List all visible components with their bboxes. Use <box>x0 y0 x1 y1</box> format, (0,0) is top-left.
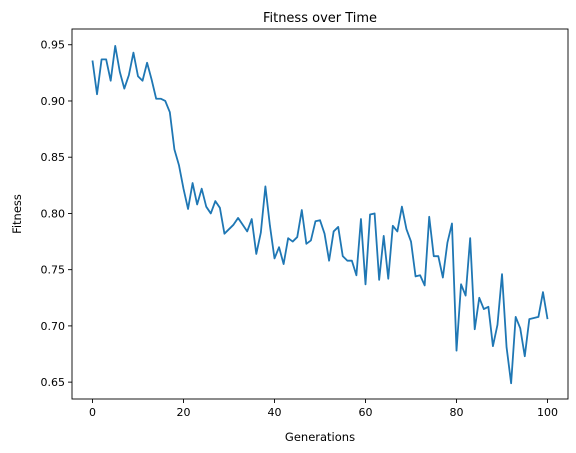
series-line <box>91 44 549 385</box>
x-tick-label: 40 <box>267 406 281 419</box>
x-tick-label: 100 <box>537 406 558 419</box>
y-tick-label: 0.70 <box>41 320 66 333</box>
x-axis-label: Generations <box>285 430 355 444</box>
x-tick-label: 80 <box>450 406 464 419</box>
y-axis-label: Fitness <box>10 194 24 234</box>
y-tick-label: 0.95 <box>41 39 66 52</box>
y-tick-label: 0.80 <box>41 207 66 220</box>
y-tick-label: 0.75 <box>41 264 66 277</box>
x-tick-label: 0 <box>89 406 96 419</box>
chart-title: Fitness over Time <box>263 11 377 26</box>
x-tick-label: 20 <box>176 406 190 419</box>
axis-ticks: 0 20 40 60 80 100 0.65 0.70 0.75 0.80 0.85 0.90 0.95 <box>41 39 559 419</box>
x-tick-label: 60 <box>359 406 373 419</box>
y-tick-label: 0.90 <box>41 95 66 108</box>
y-tick-label: 0.65 <box>41 376 66 389</box>
plot-area-frame <box>71 28 569 400</box>
y-tick-label: 0.85 <box>41 151 66 164</box>
